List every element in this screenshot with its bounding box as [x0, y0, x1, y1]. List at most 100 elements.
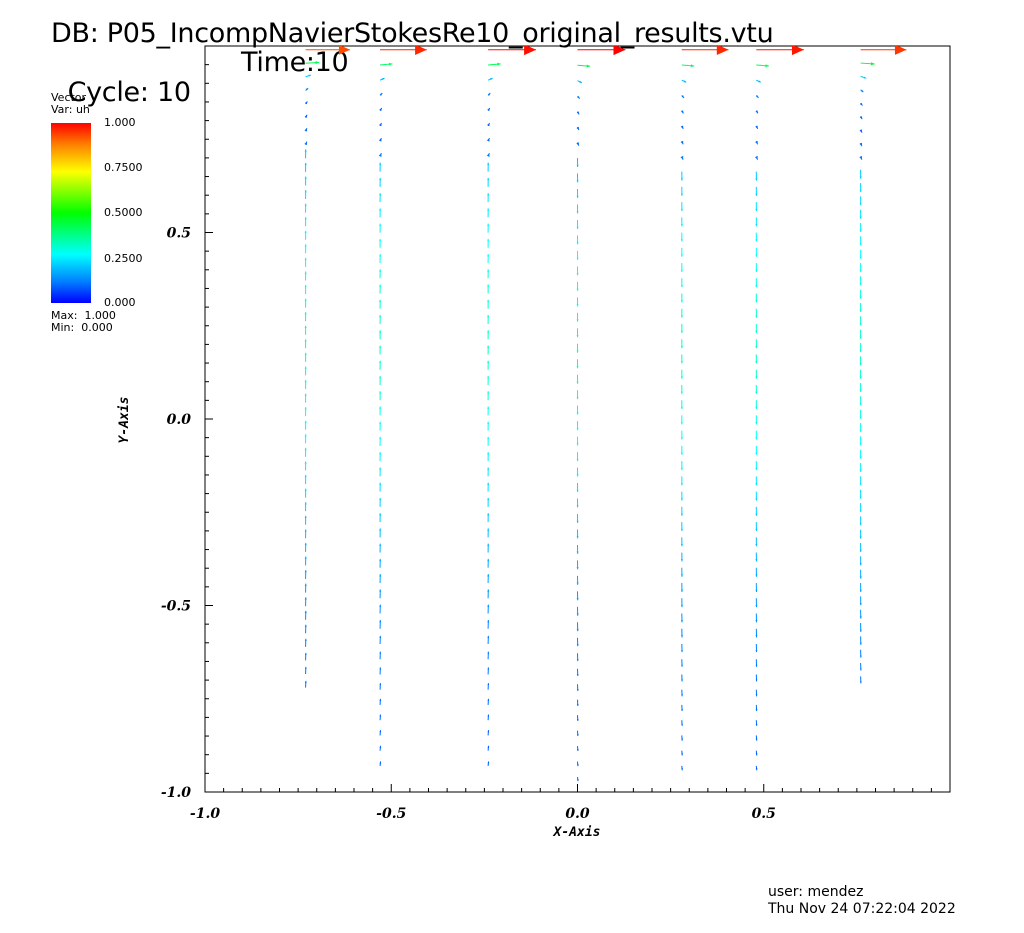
- vector-arrowhead: [755, 574, 758, 577]
- vector-arrowhead: [680, 620, 683, 623]
- vector-arrowhead: [379, 284, 382, 287]
- vector-arrowhead: [680, 391, 683, 394]
- vector-arrowhead: [680, 285, 683, 288]
- vector-arrowhead: [338, 46, 351, 55]
- vector-arrowhead: [680, 452, 683, 455]
- vector-arrowhead: [379, 162, 382, 165]
- vector-arrowhead: [755, 300, 758, 303]
- vector-arrowhead: [381, 78, 385, 81]
- vector-arrowhead: [487, 620, 490, 623]
- vector-arrowhead: [681, 768, 683, 771]
- vector-arrowhead: [379, 208, 382, 211]
- vector-arrowhead: [859, 116, 863, 120]
- vector-arrowhead: [389, 62, 393, 66]
- vector-arrowhead: [379, 651, 382, 654]
- vector-arrowhead: [576, 195, 579, 198]
- vector-arrowhead: [680, 300, 683, 303]
- vector-arrowhead: [755, 650, 758, 653]
- vector-arrowhead: [680, 528, 683, 532]
- vector-arrowhead: [379, 558, 382, 562]
- x-tick-labels: -1.0 -0.5 0.0 0.5: [190, 806, 776, 822]
- vector-arrowhead: [487, 574, 490, 577]
- vector-arrowhead: [379, 238, 382, 242]
- vector-arrowhead: [755, 330, 758, 333]
- vector-arrowhead: [755, 604, 758, 608]
- vector-arrowhead: [487, 698, 490, 701]
- vector-arrowhead: [859, 296, 862, 299]
- vector-arrowhead: [859, 483, 862, 486]
- vector-arrowhead: [755, 483, 758, 486]
- vector-arrowhead: [487, 177, 490, 181]
- vector-arrowhead: [576, 273, 579, 276]
- vector-arrowhead: [576, 779, 579, 782]
- vector-arrowhead: [379, 193, 382, 196]
- x-tick-label: 0.0: [565, 806, 590, 822]
- vector-arrowhead: [613, 46, 626, 56]
- vector-arrowhead: [755, 361, 758, 364]
- legend-tick-075: 0.7500: [104, 161, 143, 174]
- vector-arrowhead: [304, 285, 307, 288]
- plot-frame: [204, 45, 951, 793]
- vector-arrowhead: [681, 694, 683, 697]
- cycle-label: Cycle: 10: [67, 77, 191, 108]
- vector-arrowhead: [859, 589, 862, 592]
- vector-arrowhead: [755, 422, 758, 425]
- vector-arrowhead: [681, 679, 683, 682]
- vector-arrowhead: [379, 683, 382, 686]
- vector-arrowhead: [487, 745, 490, 748]
- vector-arrowhead: [576, 458, 579, 462]
- vector-arrowhead: [576, 335, 579, 338]
- vector-arrowhead: [859, 176, 862, 179]
- vector-arrowhead: [680, 483, 683, 486]
- vector-arrowhead: [379, 620, 382, 623]
- vector-arrowhead: [755, 498, 758, 501]
- vector-arrowhead: [765, 64, 769, 68]
- vector-arrowhead: [576, 718, 579, 722]
- vector-arrowhead: [497, 62, 501, 66]
- legend-tick-025: 0.2500: [104, 252, 143, 265]
- vector-arrowhead: [755, 709, 758, 712]
- vector-arrowhead: [870, 62, 875, 66]
- vector-arrowhead: [379, 406, 382, 409]
- vector-arrowhead: [859, 456, 862, 459]
- vector-arrowhead: [305, 88, 309, 91]
- vector-arrowhead: [304, 488, 307, 491]
- vector-arrowhead: [576, 242, 579, 245]
- vector-arrowhead: [680, 467, 683, 471]
- vector-arrowhead: [755, 753, 758, 756]
- vector-arrowhead: [487, 254, 490, 257]
- vector-arrowhead: [859, 156, 863, 160]
- vector-arrowhead: [755, 437, 758, 440]
- y-tick-label: -0.5: [161, 599, 191, 615]
- vector-arrowhead: [754, 156, 758, 160]
- vector-arrowhead: [487, 284, 490, 287]
- vector-arrowhead: [681, 709, 683, 712]
- vector-arrowhead: [755, 239, 758, 242]
- vector-arrowhead: [304, 638, 307, 641]
- vector-arrowhead: [487, 238, 490, 242]
- vector-arrowhead: [859, 496, 862, 499]
- vector-arrowhead: [755, 345, 758, 349]
- vector-arrowhead: [379, 375, 382, 379]
- vector-arrowhead: [859, 603, 862, 606]
- vector-arrowhead: [576, 111, 580, 115]
- vector-arrowhead: [576, 180, 579, 183]
- vector-arrowhead: [859, 243, 862, 246]
- vector-arrowhead: [304, 393, 307, 396]
- vector-arrowhead: [681, 95, 685, 98]
- vector-arrowhead: [308, 74, 311, 77]
- y-axis-title: Y-Axis: [117, 397, 132, 444]
- vector-arrowhead: [304, 597, 307, 600]
- vector-arrowhead: [304, 461, 307, 464]
- y-tick-label: -1.0: [161, 785, 191, 801]
- vector-arrowhead: [576, 288, 579, 291]
- vector-arrowhead: [680, 635, 683, 638]
- vector-arrowhead: [859, 336, 862, 339]
- vector-arrowhead: [680, 437, 683, 440]
- vector-arrowhead: [680, 224, 683, 227]
- vector-arrowhead: [487, 208, 490, 211]
- vector-arrowhead: [304, 583, 307, 586]
- vector-arrowhead: [680, 544, 683, 547]
- vector-arrowhead: [304, 666, 307, 669]
